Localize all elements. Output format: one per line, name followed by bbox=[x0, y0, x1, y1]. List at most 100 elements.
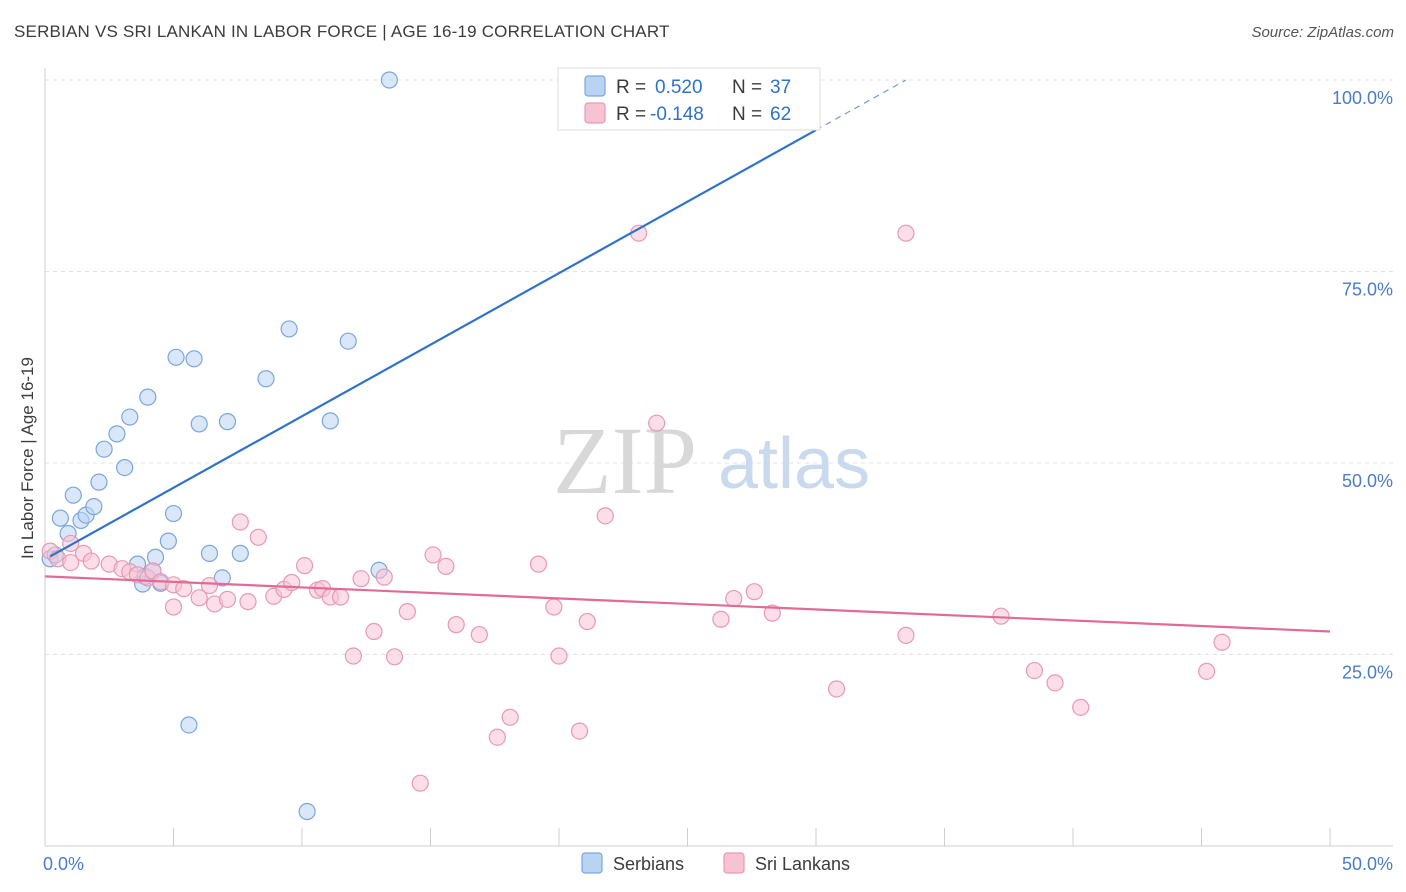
srilankan-point bbox=[295, 557, 314, 575]
srilankan-point bbox=[1046, 674, 1064, 692]
serbian-point bbox=[167, 348, 185, 366]
srilankan-point bbox=[239, 593, 257, 611]
srilankan-point bbox=[529, 555, 548, 573]
serbian-point bbox=[218, 413, 237, 431]
srilankan-point bbox=[1025, 661, 1044, 680]
y-tick-labels: 25.0% 50.0% 75.0% 100.0% bbox=[1332, 88, 1393, 683]
serbian-point bbox=[116, 458, 134, 477]
x-tick-labels: 0.0% 50.0% bbox=[43, 854, 1393, 874]
serbian-point bbox=[339, 332, 357, 350]
watermark: ZIP atlas bbox=[553, 407, 870, 514]
srilankan-point bbox=[365, 622, 383, 641]
srilankan-point bbox=[570, 722, 589, 740]
srilankan-point bbox=[218, 590, 237, 608]
srilankan-point bbox=[447, 616, 465, 634]
srilankan-point bbox=[375, 568, 393, 586]
srilankan-point bbox=[745, 583, 763, 601]
y-tick-label: 100.0% bbox=[1332, 88, 1393, 108]
serbian-point bbox=[164, 504, 183, 523]
srilankan-point bbox=[501, 708, 519, 726]
srilankan-point bbox=[231, 513, 249, 531]
correlation-legend: R = 0.520 N = 37 R = -0.148 N = 62 bbox=[557, 67, 821, 131]
axes bbox=[44, 68, 1393, 847]
legend-swatch-serbians bbox=[584, 75, 606, 97]
serbian-point bbox=[108, 425, 126, 443]
serbian-trend-line-extension bbox=[815, 79, 907, 131]
srilankan-point bbox=[596, 507, 614, 525]
srilankan-point bbox=[897, 224, 915, 242]
srilankan-point bbox=[897, 626, 915, 644]
serbian-point bbox=[90, 473, 108, 491]
srilankan-point bbox=[763, 604, 781, 622]
serbian-point bbox=[257, 370, 275, 388]
srilankan-point bbox=[200, 576, 219, 595]
srilankan-point bbox=[352, 570, 370, 588]
srilankan-point bbox=[550, 647, 568, 665]
srilankan-point bbox=[488, 728, 506, 746]
y-tick-label: 50.0% bbox=[1342, 471, 1393, 491]
series-legend-swatch-serbians bbox=[581, 852, 603, 874]
chart-title: SERBIAN VS SRI LANKAN IN LABOR FORCE | A… bbox=[14, 22, 670, 41]
y-tick-label: 25.0% bbox=[1342, 663, 1393, 683]
serbian-point bbox=[139, 388, 157, 406]
srilankan-point bbox=[344, 647, 362, 665]
serbian-point bbox=[51, 509, 70, 527]
srilankan-point bbox=[545, 598, 563, 616]
srilankan-point bbox=[62, 553, 80, 572]
srilankan-point bbox=[249, 528, 267, 546]
srilankan-point bbox=[712, 610, 730, 628]
serbian-point bbox=[95, 440, 113, 458]
srilankan-point bbox=[1198, 662, 1216, 680]
serbian-point bbox=[280, 320, 298, 338]
srilankan-point bbox=[190, 589, 208, 607]
series-legend-swatch-srilankans bbox=[723, 852, 745, 874]
serbian-point bbox=[85, 498, 103, 516]
series-legend-label-serbians: Serbians bbox=[613, 854, 684, 874]
serbian-trend-line bbox=[49, 129, 817, 558]
srilankan-point bbox=[725, 589, 743, 608]
x-tick-label: 0.0% bbox=[43, 854, 84, 874]
srilankan-point bbox=[164, 598, 183, 616]
srilankan-point bbox=[175, 580, 193, 598]
series-legend-label-srilankans: Sri Lankans bbox=[755, 854, 850, 874]
serbian-point bbox=[159, 532, 177, 550]
srilankan-point bbox=[578, 612, 596, 631]
srilankan-point bbox=[827, 680, 846, 698]
srilankan-point bbox=[1213, 633, 1231, 651]
serbian-point bbox=[298, 802, 316, 821]
serbian-point bbox=[213, 569, 231, 587]
legend-r-value-serbians: 0.520 bbox=[655, 77, 703, 98]
srilankan-point bbox=[398, 603, 416, 621]
srilankan-point bbox=[1072, 698, 1090, 716]
legend-r-value-srilankans: -0.148 bbox=[650, 104, 704, 125]
serbian-point bbox=[380, 71, 398, 89]
x-tick-label: 50.0% bbox=[1342, 854, 1393, 874]
srilankan-point bbox=[424, 546, 442, 564]
srilankan-point bbox=[331, 588, 350, 606]
srilankan-point bbox=[470, 625, 488, 644]
legend-n-label-serbians: N = bbox=[732, 77, 762, 98]
data-points bbox=[41, 71, 1231, 821]
trend-lines bbox=[44, 79, 1331, 633]
legend-n-label-srilankans: N = bbox=[732, 104, 762, 125]
serbian-point bbox=[231, 544, 249, 562]
serbian-point bbox=[64, 486, 82, 504]
serbian-point bbox=[121, 408, 139, 426]
serbian-point bbox=[190, 415, 208, 433]
legend-r-label-serbians: R = bbox=[616, 77, 646, 98]
grid-lines bbox=[45, 79, 1393, 655]
watermark-atlas: atlas bbox=[718, 424, 870, 504]
srilankan-trend-line bbox=[44, 575, 1331, 633]
watermark-zip: ZIP bbox=[553, 407, 697, 514]
legend-n-value-serbians: 37 bbox=[770, 77, 791, 98]
y-axis-title: In Labor Force | Age 16-19 bbox=[18, 357, 37, 559]
y-tick-label: 75.0% bbox=[1342, 280, 1393, 300]
source-label: Source: ZipAtlas.com bbox=[1251, 24, 1394, 41]
srilankan-point bbox=[411, 774, 429, 792]
serbian-point bbox=[180, 716, 198, 734]
srilankan-point bbox=[648, 414, 666, 432]
series-legend: Serbians Sri Lankans bbox=[581, 852, 850, 874]
legend-n-value-srilankans: 62 bbox=[770, 104, 791, 125]
legend-swatch-srilankans bbox=[584, 102, 606, 124]
